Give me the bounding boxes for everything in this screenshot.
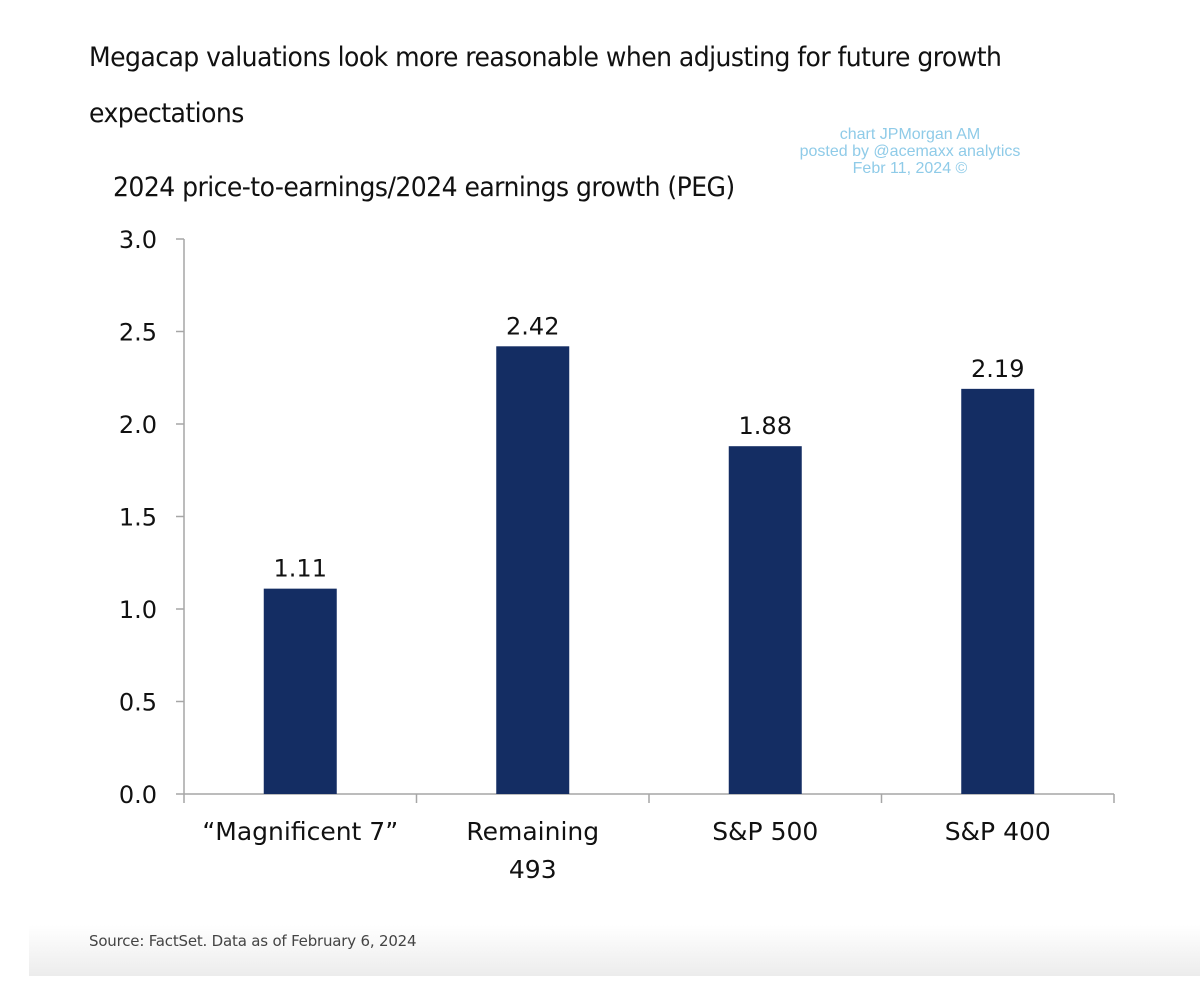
headline: Megacap valuations look more reasonable … (89, 42, 1002, 129)
y-tick-label: 0.0 (119, 781, 157, 809)
bars (263, 346, 1035, 794)
data-labels: 1.11 2.42 1.88 2.19 (274, 312, 1025, 582)
y-axis: 0.0 0.5 1.0 1.5 2.0 2.5 3.0 (119, 226, 185, 809)
y-tick-label: 1.5 (119, 504, 157, 532)
y-tick-label: 2.0 (119, 411, 157, 439)
y-tick-label: 0.5 (119, 689, 157, 717)
chart-title: 2024 price-to-earnings/2024 earnings gro… (113, 172, 735, 203)
category-label: S&P 400 (945, 817, 1051, 846)
x-axis (183, 793, 1115, 803)
bar (263, 588, 337, 794)
category-label: Remaining (466, 817, 599, 846)
data-label: 1.88 (739, 412, 792, 440)
category-labels: “Magnificent 7” Remaining 493 S&P 500 S&P 40… (202, 817, 1050, 884)
bar (961, 388, 1035, 794)
category-label: 493 (509, 855, 557, 884)
bar (496, 346, 570, 794)
category-label: S&P 500 (712, 817, 818, 846)
bar (728, 446, 802, 794)
watermark-line-2: posted by @acemaxx analytics (799, 143, 1021, 160)
bar-chart: 0.0 0.5 1.0 1.5 2.0 2.5 3.0 1.11 2.42 1.88 2.19 “… (119, 226, 1115, 884)
y-tick-label: 2.5 (119, 319, 157, 347)
y-tick-label: 3.0 (119, 226, 157, 254)
category-label: “Magnificent 7” (202, 817, 398, 846)
footer-band (29, 925, 1200, 976)
watermark-line-1: chart JPMorgan AM (839, 126, 981, 143)
data-label: 2.19 (971, 355, 1024, 383)
data-label: 2.42 (506, 312, 559, 340)
data-label: 1.11 (274, 555, 327, 583)
watermark: chart JPMorgan AM posted by @acemaxx ana… (760, 126, 1060, 177)
source-note: Source: FactSet. Data as of February 6, … (89, 932, 417, 950)
watermark-line-3: Febr 11, 2024 © (852, 160, 968, 177)
y-tick-label: 1.0 (119, 596, 157, 624)
